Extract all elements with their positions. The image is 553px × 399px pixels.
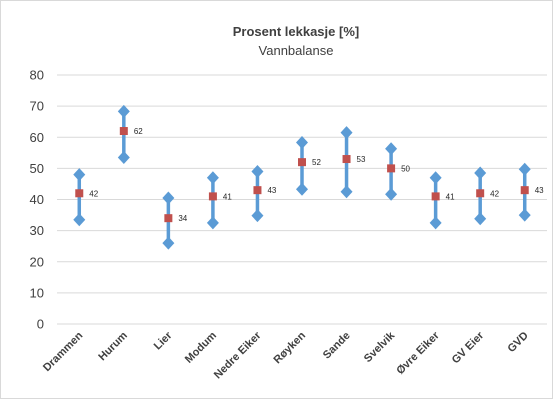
x-tick-label: Svelvik <box>362 329 398 365</box>
high-marker <box>429 171 442 185</box>
data-label: 52 <box>312 158 321 167</box>
low-marker <box>340 185 353 199</box>
low-marker <box>117 150 130 164</box>
value-marker <box>387 164 396 173</box>
high-marker <box>340 126 353 140</box>
low-marker <box>251 209 264 223</box>
value-marker <box>253 186 262 195</box>
data-label: 42 <box>89 189 98 198</box>
data-label: 41 <box>446 192 455 201</box>
data-point-group: 50 <box>385 142 411 201</box>
x-tick-label: Røyken <box>272 329 309 366</box>
low-marker <box>518 208 531 222</box>
high-marker <box>117 104 130 118</box>
low-marker <box>206 216 219 230</box>
chart-subtitle: Vannbalanse <box>259 43 334 58</box>
data-point-group: 43 <box>251 164 277 223</box>
x-tick-label: Modum <box>183 329 219 365</box>
x-tick-label: Sande <box>321 330 353 362</box>
data-label: 43 <box>535 186 544 195</box>
x-tick-label: Øvre Eiker <box>394 329 442 377</box>
value-marker <box>208 192 217 201</box>
low-marker <box>429 216 442 230</box>
x-tick-label: Nedre Eiker <box>212 329 264 381</box>
x-tick-label: Drammen <box>41 329 86 374</box>
data-label: 34 <box>178 214 187 223</box>
y-tick-label: 80 <box>30 68 44 83</box>
data-point-group: 42 <box>474 166 500 226</box>
low-marker <box>474 212 487 226</box>
x-tick-label: Lier <box>152 329 175 352</box>
low-marker <box>73 213 86 227</box>
y-tick-label: 70 <box>30 99 44 114</box>
y-tick-label: 20 <box>30 254 44 269</box>
y-axis-ticks: 0 10 20 30 40 50 60 70 80 <box>30 68 44 332</box>
y-tick-label: 10 <box>30 285 44 300</box>
data-point-group: 52 <box>296 136 321 196</box>
high-marker <box>206 171 219 185</box>
y-tick-label: 50 <box>30 161 44 176</box>
data-point-group: 43 <box>518 162 544 222</box>
x-tick-label: Hurum <box>96 329 130 363</box>
high-marker <box>385 142 398 156</box>
y-tick-label: 30 <box>30 223 44 238</box>
y-tick-label: 0 <box>37 317 44 332</box>
value-marker <box>164 214 173 223</box>
data-point-group: 34 <box>162 191 188 250</box>
chart-title: Prosent lekkasje [%] <box>233 24 359 39</box>
range-series: 42 62 34 41 43 52 53 50 41 42 43 <box>73 104 544 250</box>
data-label: 50 <box>401 164 410 173</box>
data-point-group: 62 <box>117 104 143 164</box>
data-point-group: 42 <box>73 168 99 227</box>
data-label: 41 <box>223 192 232 201</box>
data-point-group: 41 <box>206 171 232 230</box>
value-marker <box>431 192 440 201</box>
data-label: 53 <box>357 155 366 164</box>
data-point-group: 53 <box>340 126 366 199</box>
value-marker <box>342 155 351 164</box>
data-point-group: 41 <box>429 171 455 230</box>
high-marker <box>162 191 175 205</box>
y-tick-label: 40 <box>30 192 44 207</box>
low-marker <box>385 187 398 201</box>
data-label: 42 <box>490 189 499 198</box>
y-tick-label: 60 <box>30 130 44 145</box>
value-marker <box>520 186 529 195</box>
value-marker <box>75 189 84 198</box>
data-label: 62 <box>134 127 143 136</box>
high-marker <box>474 166 487 180</box>
data-label: 43 <box>267 186 276 195</box>
low-marker <box>162 236 175 250</box>
low-marker <box>296 182 308 196</box>
x-tick-label: GVD <box>506 330 531 355</box>
high-marker <box>296 136 308 150</box>
gridlines <box>57 74 547 325</box>
value-marker <box>119 127 128 136</box>
x-tick-label: GV Eier <box>450 329 487 366</box>
value-marker <box>298 158 306 167</box>
high-marker <box>73 168 86 182</box>
high-marker <box>518 162 531 176</box>
value-marker <box>476 189 485 198</box>
high-marker <box>251 164 264 178</box>
